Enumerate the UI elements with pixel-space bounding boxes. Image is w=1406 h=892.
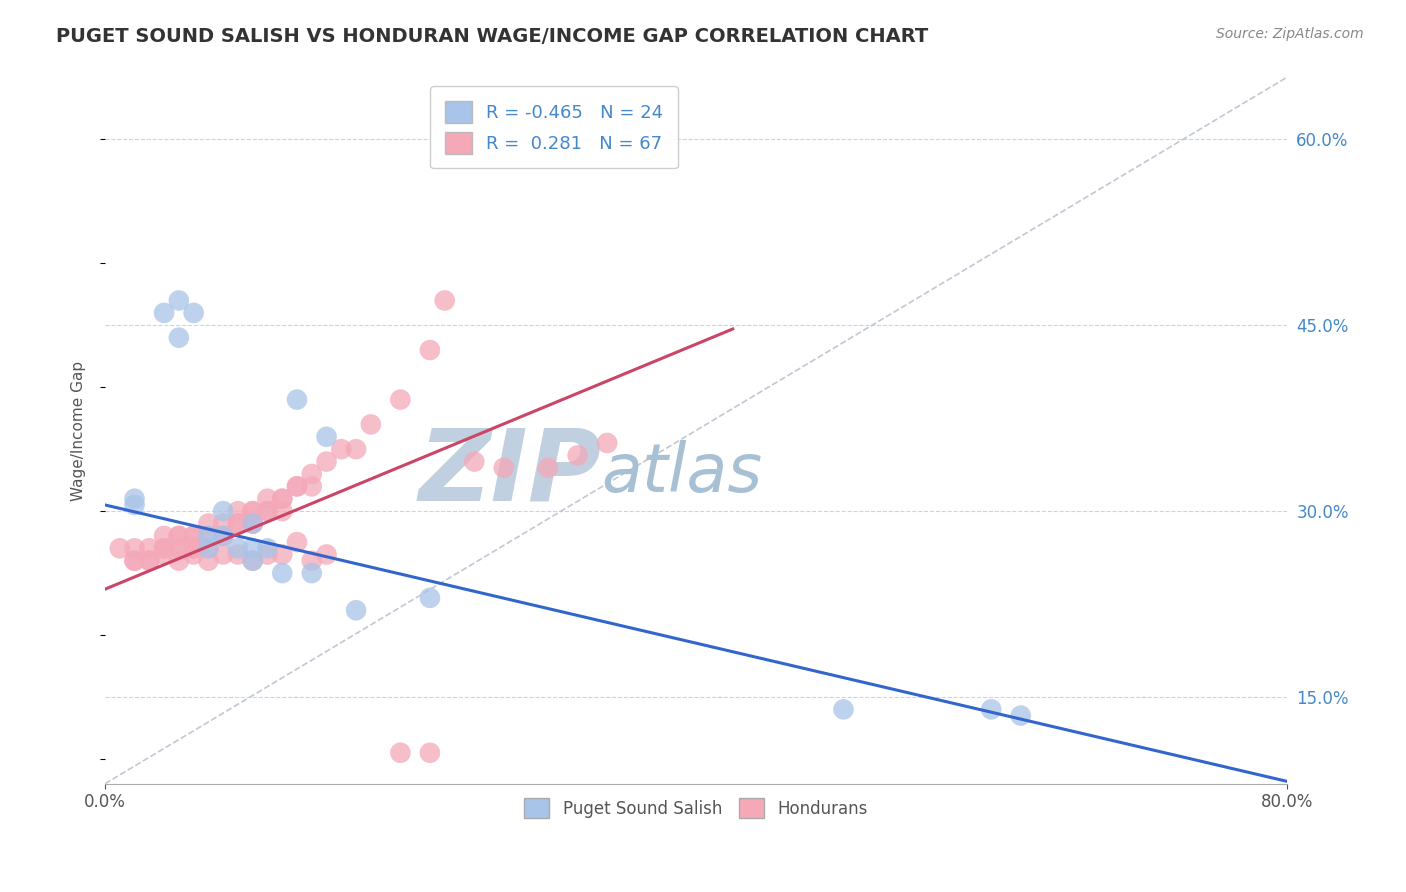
Point (197, 516, 219, 531)
Point (153, 529, 176, 543)
Point (153, 548, 176, 562)
Point (242, 516, 264, 531)
Point (183, 541, 205, 556)
Point (212, 529, 235, 543)
Point (389, 746, 412, 760)
Point (197, 554, 219, 568)
Point (167, 331, 190, 345)
Point (242, 504, 264, 518)
Point (330, 442, 353, 457)
Point (301, 554, 323, 568)
Point (183, 529, 205, 543)
Text: ZIP: ZIP (418, 425, 602, 522)
Point (315, 454, 337, 468)
Text: Source: ZipAtlas.com: Source: ZipAtlas.com (1216, 27, 1364, 41)
Point (183, 306, 205, 320)
Point (256, 504, 278, 518)
Point (419, 343, 441, 357)
Point (226, 548, 249, 562)
Point (212, 516, 235, 531)
Point (271, 548, 294, 562)
Point (344, 603, 367, 617)
Point (167, 293, 190, 308)
Point (256, 504, 278, 518)
Point (301, 467, 323, 481)
Point (183, 529, 205, 543)
Point (242, 516, 264, 531)
Point (360, 417, 382, 432)
Point (212, 548, 235, 562)
Point (596, 436, 619, 450)
Point (256, 541, 278, 556)
Point (124, 491, 146, 506)
Point (419, 591, 441, 605)
Point (183, 548, 205, 562)
Point (124, 554, 146, 568)
Point (315, 548, 337, 562)
Point (1010, 708, 1032, 723)
Point (256, 548, 278, 562)
Point (567, 449, 589, 463)
Point (197, 541, 219, 556)
Text: atlas: atlas (602, 440, 762, 506)
Point (197, 541, 219, 556)
Point (167, 529, 190, 543)
Point (301, 566, 323, 580)
Point (242, 554, 264, 568)
Legend: Puget Sound Salish, Hondurans: Puget Sound Salish, Hondurans (517, 791, 875, 825)
Point (138, 554, 160, 568)
Point (419, 746, 441, 760)
Point (124, 554, 146, 568)
Point (183, 541, 205, 556)
Point (242, 504, 264, 518)
Point (167, 554, 190, 568)
Point (167, 529, 190, 543)
Point (212, 504, 235, 518)
Point (492, 460, 515, 475)
Point (537, 460, 560, 475)
Point (980, 702, 1002, 716)
Point (285, 479, 308, 493)
Point (271, 566, 294, 580)
Point (271, 504, 294, 518)
Point (153, 541, 176, 556)
Point (315, 430, 337, 444)
Point (226, 504, 249, 518)
Point (212, 529, 235, 543)
Point (271, 491, 294, 506)
Point (226, 516, 249, 531)
Point (256, 491, 278, 506)
Point (301, 479, 323, 493)
Point (226, 516, 249, 531)
Point (153, 541, 176, 556)
Point (197, 529, 219, 543)
Point (285, 392, 308, 407)
Point (138, 541, 160, 556)
Text: PUGET SOUND SALISH VS HONDURAN WAGE/INCOME GAP CORRELATION CHART: PUGET SOUND SALISH VS HONDURAN WAGE/INCO… (56, 27, 928, 45)
Point (153, 306, 176, 320)
Point (344, 442, 367, 457)
Point (389, 392, 412, 407)
Point (167, 541, 190, 556)
Y-axis label: Wage/Income Gap: Wage/Income Gap (72, 360, 86, 500)
Point (124, 498, 146, 512)
Point (108, 541, 131, 556)
Point (285, 479, 308, 493)
Point (242, 541, 264, 556)
Point (242, 516, 264, 531)
Point (226, 541, 249, 556)
Point (433, 293, 456, 308)
Point (832, 702, 855, 716)
Point (242, 554, 264, 568)
Point (167, 541, 190, 556)
Point (285, 535, 308, 549)
Point (124, 541, 146, 556)
Point (197, 529, 219, 543)
Point (463, 454, 485, 468)
Point (138, 554, 160, 568)
Point (212, 529, 235, 543)
Point (271, 491, 294, 506)
